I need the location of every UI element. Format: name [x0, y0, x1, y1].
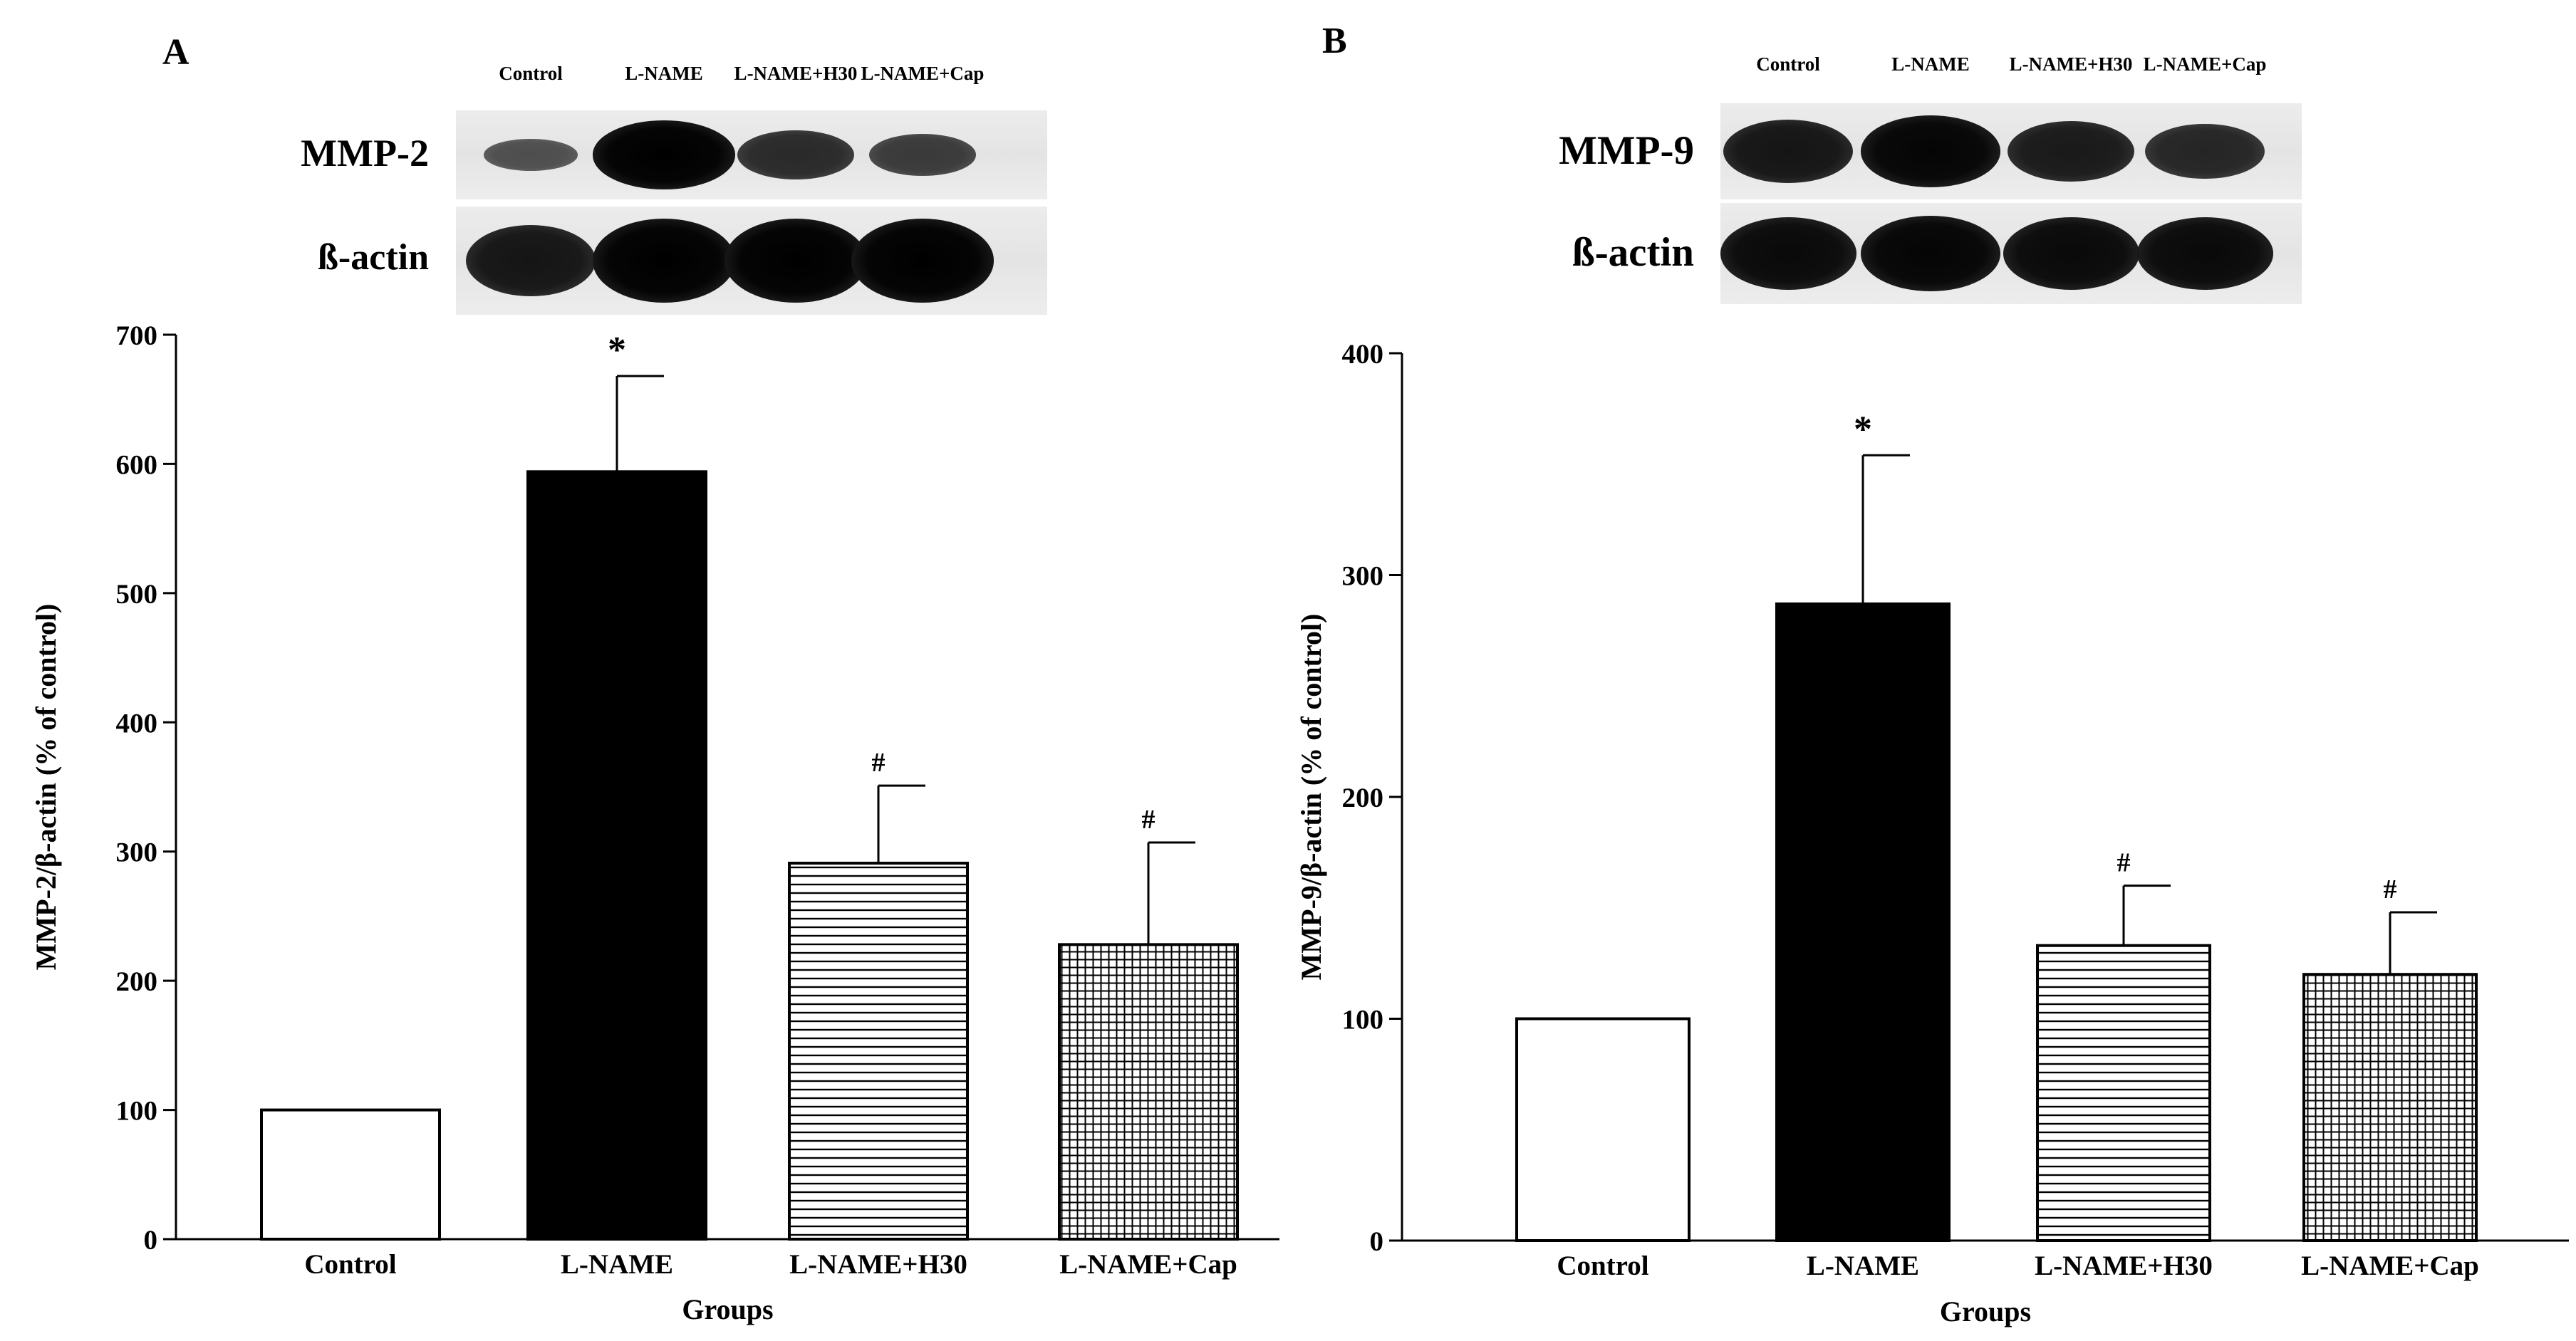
y-tick-label-a: 300 — [116, 838, 158, 868]
blot-lane-label-b-1: L-NAME — [1891, 53, 1970, 75]
category-label-b-1: L-NAME — [1807, 1251, 1919, 1281]
blot-row-label-b-1: ß-actin — [1572, 230, 1694, 275]
blot-band-a-1-1 — [593, 219, 735, 303]
category-label-b-2: L-NAME+H30 — [2035, 1251, 2213, 1281]
y-tick-label-b: 200 — [1342, 783, 1384, 813]
blot-band-a-1-3 — [851, 219, 994, 303]
blot-row-label-b-0: MMP-9 — [1559, 127, 1694, 173]
blot-band-b-0-3 — [2144, 123, 2265, 179]
blot-band-a-0-2 — [737, 130, 854, 179]
panel-letter-b: B — [1322, 21, 1347, 61]
bar-a-3 — [1058, 943, 1239, 1241]
blot-lane-label-a-0: Control — [499, 63, 563, 84]
blot-row-label-a-0: MMP-2 — [301, 131, 429, 174]
blot-band-b-0-1 — [1861, 115, 2000, 187]
y-tick-label-a: 0 — [144, 1225, 158, 1256]
y-tick-label-a: 700 — [116, 320, 158, 351]
category-label-b-0: Control — [1557, 1251, 1648, 1281]
blot-lane-label-a-1: L-NAME — [625, 63, 703, 84]
bar-a-0 — [260, 1108, 441, 1241]
bar-b-1 — [1775, 602, 1951, 1242]
blot-band-b-1-1 — [1861, 216, 2000, 291]
blot-band-b-1-0 — [1720, 217, 1856, 290]
blot-band-a-0-0 — [483, 139, 578, 171]
significance-mark-b-1: * — [1854, 409, 1872, 449]
y-axis-label-a: MMP-2/β-actin (% of control) — [30, 604, 62, 971]
blot-band-b-1-3 — [2136, 217, 2273, 290]
panel-letter-a: A — [162, 32, 189, 73]
blot-band-a-0-1 — [593, 120, 735, 189]
blot-band-a-1-2 — [724, 219, 867, 303]
significance-mark-a-3: # — [1142, 805, 1155, 835]
bar-b-2 — [2036, 944, 2211, 1242]
y-tick-label-a: 400 — [116, 708, 158, 739]
blot-lane-label-b-2: L-NAME+H30 — [2009, 53, 2133, 75]
category-label-a-0: Control — [304, 1249, 396, 1280]
blot-band-b-0-0 — [1723, 119, 1853, 184]
y-tick-label-a: 200 — [116, 966, 158, 997]
blot-band-b-1-2 — [2003, 217, 2139, 290]
x-axis-label-b: Groups — [1940, 1295, 2031, 1327]
blot-lane-label-a-3: L-NAME+Cap — [861, 63, 985, 84]
bar-a-1 — [526, 470, 707, 1241]
y-tick-label-a: 500 — [116, 579, 158, 610]
blot-band-a-0-3 — [868, 134, 977, 176]
blot-band-a-1-0 — [466, 224, 596, 297]
y-tick-label-b: 300 — [1342, 561, 1384, 592]
blot-band-b-0-2 — [2008, 120, 2134, 182]
significance-mark-a-2: # — [872, 748, 886, 778]
y-axis-label-b: MMP-9/β-actin (% of control) — [1295, 614, 1327, 981]
bar-b-0 — [1515, 1017, 1690, 1242]
category-label-a-1: L-NAME — [561, 1249, 673, 1280]
y-tick-label-a: 100 — [116, 1096, 158, 1127]
category-label-a-2: L-NAME+H30 — [789, 1249, 967, 1280]
y-tick-label-b: 100 — [1342, 1005, 1384, 1035]
bar-b-3 — [2302, 973, 2478, 1242]
significance-mark-a-1: * — [608, 330, 626, 370]
significance-mark-b-3: # — [2384, 875, 2397, 904]
significance-mark-b-2: # — [2117, 848, 2131, 878]
blot-lane-label-b-0: Control — [1756, 53, 1820, 75]
blot-lane-label-a-2: L-NAME+H30 — [734, 63, 858, 84]
y-tick-label-b: 0 — [1370, 1226, 1384, 1257]
x-axis-label-a: Groups — [682, 1293, 773, 1325]
y-tick-label-b: 400 — [1342, 339, 1384, 370]
blot-row-label-a-1: ß-actin — [318, 237, 429, 278]
blot-lane-label-b-3: L-NAME+Cap — [2143, 53, 2267, 75]
bar-a-2 — [788, 862, 969, 1241]
category-label-a-3: L-NAME+Cap — [1059, 1249, 1237, 1280]
y-tick-label-a: 600 — [116, 449, 158, 480]
category-label-b-3: L-NAME+Cap — [2301, 1251, 2479, 1281]
